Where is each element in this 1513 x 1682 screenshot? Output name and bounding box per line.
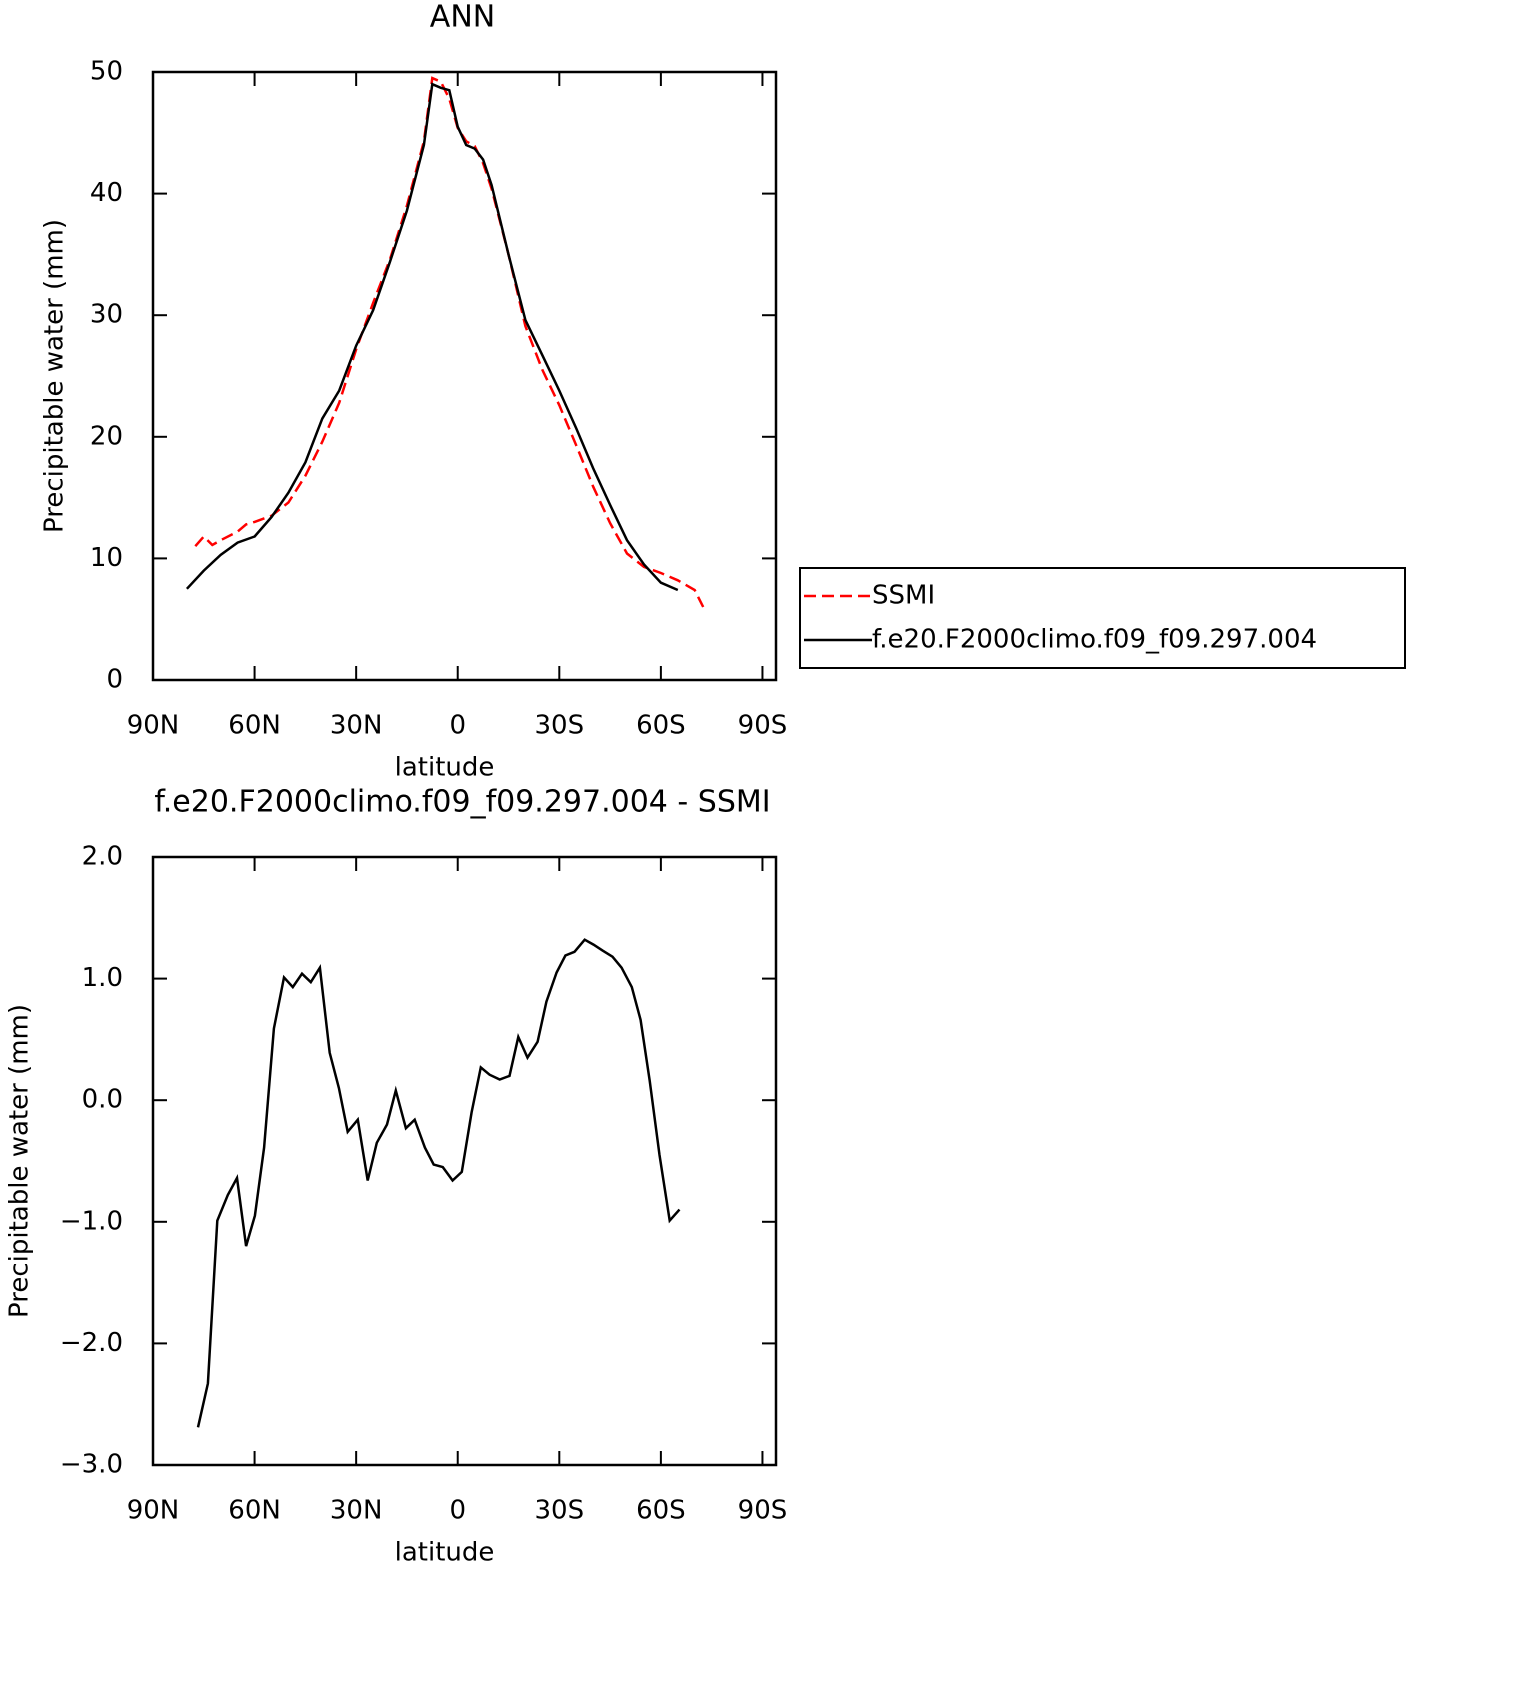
y-tick-label: 0 [106,665,123,695]
legend-box [799,567,1406,669]
x-tick-label: 30N [330,1496,383,1526]
y-tick-label: −2.0 [60,1328,123,1358]
y-tick-label: 30 [90,300,123,330]
x-tick-label: 90N [127,1496,180,1526]
x-axis-label: latitude [395,1538,495,1568]
y-tick-label: −1.0 [60,1206,123,1236]
chart-title: f.e20.F2000climo.f09_f09.297.004 - SSMI [154,785,770,820]
legend-label: f.e20.F2000climo.f09_f09.297.004 [872,625,1317,655]
y-tick-label: 1.0 [82,963,123,993]
x-tick-label: 90S [738,711,788,741]
chart-title: ANN [430,0,495,35]
x-tick-label: 30S [535,1496,585,1526]
data-line [185,82,679,592]
x-tick-label: 30N [330,711,383,741]
x-tick-label: 0 [449,1496,466,1526]
legend-label: SSMI [872,581,935,611]
plot-frame [151,70,778,682]
x-tick-label: 60S [636,1496,686,1526]
x-tick-label: 0 [449,711,466,741]
y-tick-label: 2.0 [82,842,123,872]
x-tick-label: 60S [636,711,686,741]
x-tick-label: 60N [228,711,281,741]
x-tick-label: 90N [127,711,180,741]
y-tick-label: 0.0 [82,1085,123,1115]
y-tick-label: 10 [90,543,123,573]
x-tick-label: 60N [228,1496,281,1526]
y-tick-label: 50 [90,57,123,87]
y-axis-label: Precipitable water (mm) [40,219,70,533]
x-tick-label: 30S [535,711,585,741]
y-tick-label: 40 [90,178,123,208]
data-line [194,76,705,608]
plot-frame [151,855,778,1467]
data-line [196,938,681,1428]
y-axis-label: Precipitable water (mm) [5,1004,35,1318]
x-axis-label: latitude [395,753,495,783]
y-tick-label: −3.0 [60,1450,123,1480]
x-tick-label: 90S [738,1496,788,1526]
y-tick-label: 20 [90,421,123,451]
